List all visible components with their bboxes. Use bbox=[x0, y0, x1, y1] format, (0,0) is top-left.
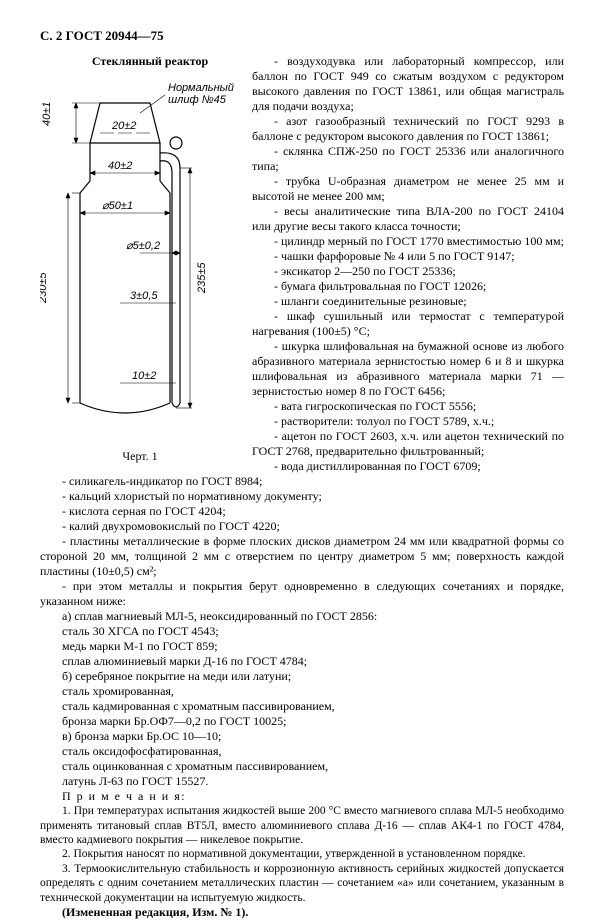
figure-title: Стеклянный реактор bbox=[40, 54, 240, 69]
dim-3: 3±0,5 bbox=[130, 290, 158, 302]
dim-10: 10±2 bbox=[132, 370, 156, 382]
list-item: - силикагель-индикатор по ГОСТ 8984; bbox=[40, 474, 564, 489]
dim-50: ⌀50±1 bbox=[102, 200, 133, 212]
list-item: медь марки М-1 по ГОСТ 859; bbox=[40, 639, 564, 654]
list-item: - кислота серная по ГОСТ 4204; bbox=[40, 504, 564, 519]
list-item: в) бронза марки Бр.ОС 10—10; bbox=[40, 729, 564, 744]
list-item: - пластины металлические в форме плоских… bbox=[40, 534, 564, 579]
notes-block: 1. При температурах испытания жидкостей … bbox=[40, 804, 564, 905]
list-item: б) серебряное покрытие на меди или латун… bbox=[40, 669, 564, 684]
dim-230: 230±5 bbox=[40, 272, 49, 304]
note-item: 3. Термоокислительную стабильность и кор… bbox=[40, 862, 564, 905]
note-item: 2. Покрытия наносят по нормативной докум… bbox=[40, 847, 564, 861]
full-width-text: - кальций хлористый по нормативному доку… bbox=[40, 489, 564, 789]
dim-5: ⌀5±0,2 bbox=[126, 240, 160, 252]
list-item: сталь оксидофосфатированная, bbox=[40, 744, 564, 759]
list-item: сталь оцинкованная с хроматным пассивиро… bbox=[40, 759, 564, 774]
list-item: сталь хромированная, bbox=[40, 684, 564, 699]
reactor-diagram: Нормальный шлиф №45 40±1 20±2 40±2 ⌀50±1… bbox=[40, 73, 240, 443]
amendment-line: (Измененная редакция, Изм. № 1). bbox=[40, 905, 564, 920]
list-item: - кальций хлористый по нормативному доку… bbox=[40, 489, 564, 504]
list-item: сплав алюминиевый марки Д-16 по ГОСТ 478… bbox=[40, 654, 564, 669]
dim-20: 20±2 bbox=[111, 120, 136, 132]
list-item: сталь кадмированная с хроматным пассивир… bbox=[40, 699, 564, 714]
list-item: латунь Л-63 по ГОСТ 15527. bbox=[40, 774, 564, 789]
dim-235: 235±5 bbox=[196, 262, 208, 294]
list-item: а) сплав магниевый МЛ-5, неоксидированны… bbox=[40, 609, 564, 624]
dim-40-1: 40±1 bbox=[41, 102, 53, 126]
note-item: 1. При температурах испытания жидкостей … bbox=[40, 804, 564, 847]
list-item: сталь 30 ХГСА по ГОСТ 4543; bbox=[40, 624, 564, 639]
list-item: - калий двухромовокислый по ГОСТ 4220; bbox=[40, 519, 564, 534]
list-item: - при этом металлы и покрытия берут одно… bbox=[40, 579, 564, 609]
page-header: С. 2 ГОСТ 20944—75 bbox=[40, 28, 564, 44]
figure-block: Стеклянный реактор bbox=[40, 54, 240, 464]
label-joint-1: Нормальный bbox=[168, 82, 234, 94]
dim-40-2: 40±2 bbox=[108, 160, 132, 172]
list-item: бронза марки Бр.ОФ7—0,2 по ГОСТ 10025; bbox=[40, 714, 564, 729]
figure-caption: Черт. 1 bbox=[40, 449, 240, 464]
notes-header: П р и м е ч а н и я: bbox=[40, 789, 564, 804]
label-joint-2: шлиф №45 bbox=[168, 94, 227, 106]
